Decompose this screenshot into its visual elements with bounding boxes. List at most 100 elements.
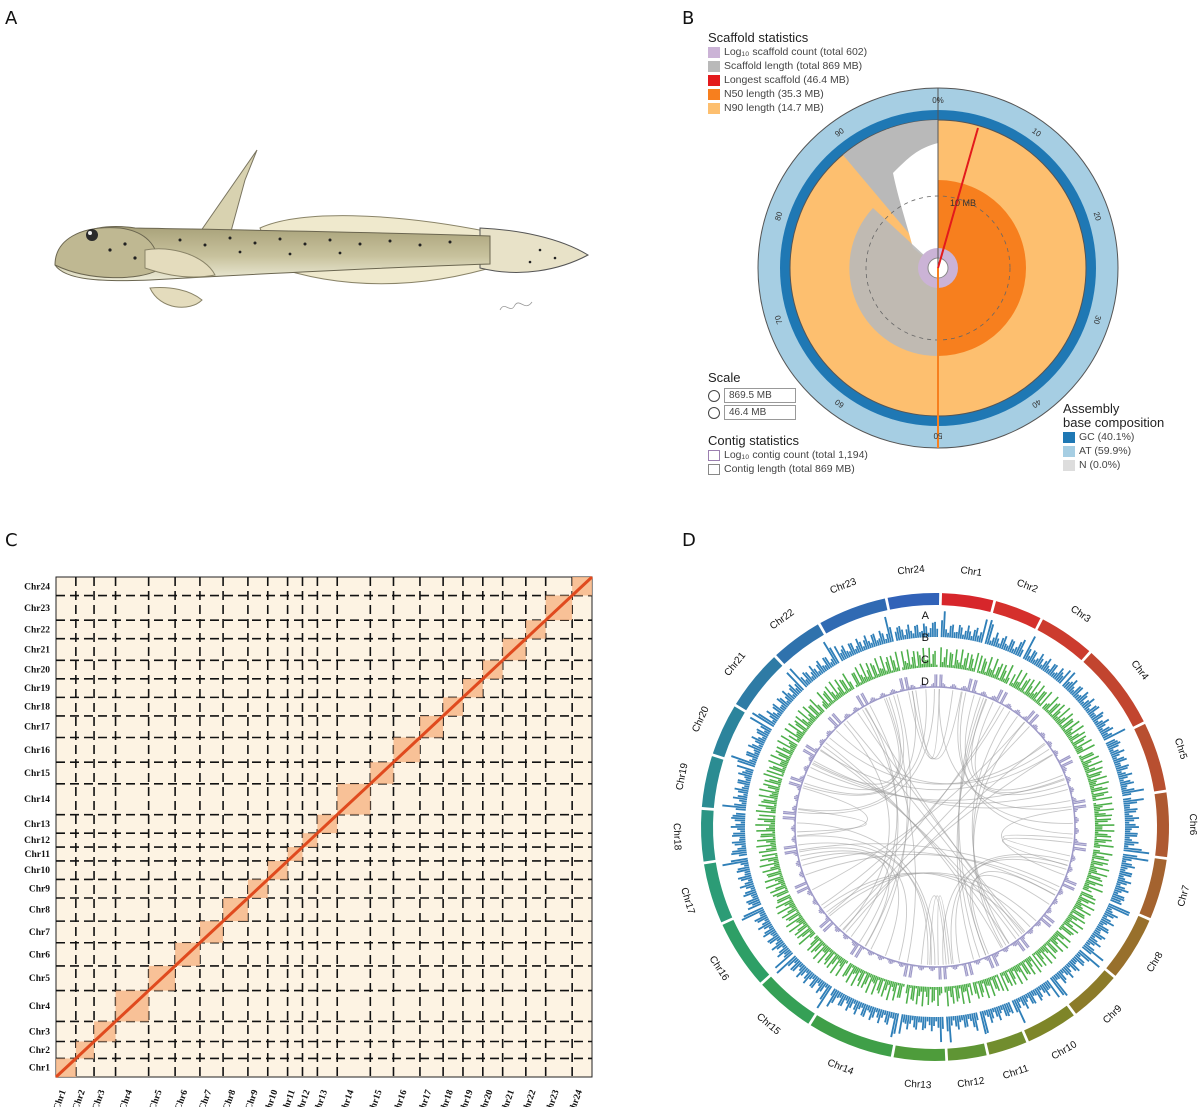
legend-swatch — [1063, 431, 1075, 443]
circos-track-bar — [898, 983, 904, 998]
circos-track-bar — [1028, 713, 1039, 724]
circos-track-bar — [1095, 720, 1104, 726]
circos-track-bar — [815, 980, 826, 994]
circos-track-bar — [800, 676, 809, 687]
circos-track-bar — [1077, 899, 1082, 903]
circos-track-bar — [922, 647, 926, 668]
circos-track-bar — [820, 919, 831, 929]
circos-track-bar — [1066, 917, 1084, 930]
circos-track-bar — [757, 818, 776, 821]
circos-track-bar — [992, 695, 996, 700]
circos-track-bar — [1094, 833, 1108, 836]
scaffold-legend: Scaffold statistics Log₁₀ scaffold count… — [708, 30, 867, 115]
circos-track-bar — [753, 749, 761, 754]
circos-track-bar — [834, 952, 837, 955]
circos-track-bar — [837, 955, 841, 960]
circos-track-bar — [801, 671, 813, 684]
circos-track-bar — [1026, 992, 1035, 1004]
circos-track-bar — [784, 851, 798, 855]
circos-track-bar — [967, 962, 973, 976]
circos-track-bar — [1071, 857, 1076, 860]
circos-track-bar — [823, 951, 836, 965]
circos-track-bar — [802, 730, 806, 734]
circos-track-bar — [1087, 778, 1092, 781]
circos-chromosome-label: Chr14 — [826, 1057, 856, 1077]
circos-track-bar — [809, 929, 814, 934]
circos-track-bar — [741, 802, 747, 805]
circos-synteny-link — [971, 698, 1064, 791]
circos-track-bar — [796, 738, 801, 742]
circos-track-bar — [1078, 755, 1082, 758]
circos-track-bar — [911, 1015, 914, 1021]
circos-track-bar — [839, 652, 846, 661]
circos-track-bar — [927, 986, 930, 1005]
circos-track-bar — [1015, 940, 1025, 952]
circos-track-bar — [756, 728, 769, 737]
circos-track-bar — [1059, 724, 1063, 728]
circos-track-bar — [1107, 905, 1130, 917]
circos-chromosome-label: Chr2 — [1015, 578, 1040, 596]
circos-track-bar — [1113, 757, 1127, 764]
circos-track-bar — [884, 616, 892, 643]
circos-track-bar — [770, 885, 787, 894]
circos-track-bar — [1075, 746, 1083, 752]
circos-track-bar — [856, 970, 866, 987]
circos-track-bar — [915, 985, 918, 989]
circos-track-bar — [976, 960, 980, 965]
circos-track-bar — [849, 642, 857, 655]
circos-track-bar — [1068, 960, 1080, 972]
circos-track-bar — [1103, 728, 1126, 741]
circos-track-bar — [1088, 872, 1092, 875]
circos-track-bar — [862, 645, 866, 651]
circos-track-bar — [791, 837, 796, 839]
circos-track-bar — [915, 1016, 919, 1030]
circos-track-bar — [1094, 814, 1113, 818]
circos-track-bar — [744, 785, 750, 788]
circos-track-bar — [947, 986, 950, 991]
circos-track-bar — [790, 827, 796, 830]
circos-track-bar — [809, 932, 816, 938]
circos-track-bar — [1123, 801, 1138, 805]
circos-track-bar — [758, 794, 778, 800]
circos-track-bar — [835, 959, 847, 977]
circos-track-bar — [878, 638, 882, 646]
circos-track-bar — [931, 986, 934, 1003]
hic-x-label: Chr3 — [91, 1088, 108, 1107]
circos-track-bar — [1056, 930, 1071, 943]
circos-track-bar — [1025, 685, 1033, 696]
circos-track-bar — [806, 744, 818, 753]
legend-label: N (0.0%) — [1079, 459, 1121, 471]
circos-track-bar — [963, 963, 968, 977]
circos-track-bar — [1123, 798, 1144, 803]
circos-track-bar — [1063, 681, 1071, 689]
circos-track-bar — [860, 972, 869, 989]
circos-track-bar — [798, 918, 805, 924]
circos-track-bar — [757, 838, 776, 842]
circos-track-bar — [873, 657, 882, 677]
circos-track-bar — [1032, 685, 1046, 701]
ring-tick-label: 0% — [932, 96, 944, 105]
circos-track-bar — [736, 868, 750, 873]
circos-track-bar — [940, 620, 944, 638]
circos-synteny-link — [823, 872, 1025, 933]
circos-track-bar — [964, 652, 970, 671]
circos-track-bar — [1013, 965, 1019, 972]
circos-track-bar — [1021, 995, 1030, 1009]
circos-track-bar — [744, 872, 751, 876]
circos-track-bar — [1048, 703, 1061, 716]
circos-track-bar — [881, 633, 886, 644]
circos-track-bar — [1116, 770, 1122, 774]
circos-track-bar — [785, 911, 800, 921]
circos-track-bar — [1052, 934, 1069, 949]
circos-track-bar — [811, 974, 817, 980]
circos-track-bar — [1017, 687, 1021, 691]
circos-track-bar — [854, 945, 862, 958]
circos-track-bar — [1102, 914, 1108, 919]
circos-track-bar — [756, 829, 776, 832]
circos-track-bar — [870, 976, 879, 995]
circos-track-bar — [924, 1016, 927, 1029]
legend-swatch — [1063, 445, 1075, 457]
circos-track-bar — [783, 810, 796, 814]
circos-track-bar — [937, 1016, 940, 1028]
